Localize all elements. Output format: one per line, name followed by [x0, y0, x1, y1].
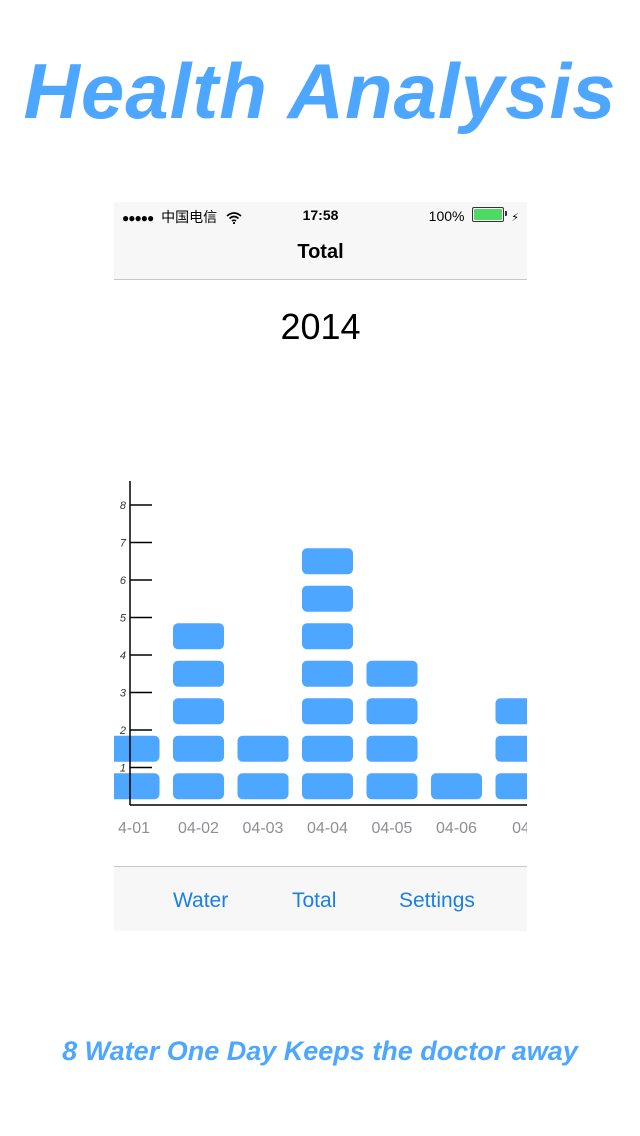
carrier-name: 中国电信	[161, 209, 218, 225]
charging-bolt-icon: ⚡	[511, 212, 519, 224]
x-tick-label-04-03: 04-03	[243, 820, 284, 837]
tab-bar: Water Total Settings	[114, 866, 527, 931]
signal-strength-icon: ●●●●●	[122, 211, 154, 225]
bar-segment-04-04-4	[302, 660, 353, 687]
bar-segment-04-02-2	[173, 735, 224, 762]
bar-segment-04-02-1	[173, 773, 224, 800]
x-tick-label-04-06: 04-06	[436, 820, 477, 837]
nav-title: Total	[297, 241, 344, 263]
bar-segment-04-04-2	[302, 735, 353, 762]
bar-segment-04-04-6	[302, 585, 353, 612]
x-tick-label-04-05: 04-05	[372, 820, 413, 837]
x-tick-label-04-01: 4-01	[118, 820, 150, 837]
y-tick-label-3: 3	[120, 688, 127, 700]
y-tick-label-8: 8	[120, 500, 127, 512]
x-tick-label-04-02: 04-02	[178, 820, 219, 837]
bar-segment-04-05-3	[366, 698, 418, 725]
bar-segment-04-02-3	[173, 698, 224, 725]
bar-segment-04-07-1	[495, 773, 527, 800]
battery-percent: 100%	[428, 208, 465, 224]
tab-settings[interactable]: Settings	[399, 889, 475, 912]
bar-segment-04-03-2	[237, 735, 289, 762]
status-bar: ●●●●● 中国电信 17:58 100% ⚡	[114, 202, 527, 230]
bar-segment-04-04-5	[302, 623, 353, 650]
bar-segment-04-04-7	[302, 548, 353, 575]
battery-icon	[472, 207, 508, 222]
phone-screen: ●●●●● 中国电信 17:58 100% ⚡ Total 2014	[114, 202, 527, 931]
y-tick-label-4: 4	[120, 650, 126, 662]
promo-tagline: 8 Water One Day Keeps the doctor away	[62, 1036, 578, 1066]
wifi-icon	[226, 211, 242, 227]
status-time: 17:58	[302, 207, 339, 223]
y-tick-label-6: 6	[120, 575, 127, 587]
tab-total[interactable]: Total	[292, 889, 337, 912]
bar-segment-04-02-5	[173, 623, 224, 650]
bar-segment-04-02-4	[173, 660, 224, 687]
bar-segment-04-05-2	[366, 735, 418, 762]
bar-segment-04-05-1	[366, 773, 418, 800]
y-tick-label-2: 2	[119, 725, 126, 737]
y-tick-label-7: 7	[120, 538, 127, 550]
bar-segment-04-01-2	[114, 735, 160, 762]
bar-segment-04-07-3	[495, 698, 527, 725]
chart-canvas: 1 2 3 4 5 6 7 8 4-01 04-02 04-03 04-04 04-05 04-06 04	[114, 481, 527, 837]
x-tick-label-04-07: 04	[512, 820, 527, 837]
tab-water[interactable]: Water	[173, 889, 229, 912]
bar-segment-04-03-1	[237, 773, 289, 800]
y-tick-label-5: 5	[120, 613, 127, 625]
y-tick-label-1: 1	[120, 763, 126, 775]
promo-title: Health Analysis	[23, 47, 617, 135]
bar-segment-04-04-3	[302, 698, 353, 725]
bar-segment-04-04-1	[302, 773, 353, 800]
bar-segment-04-06-1	[431, 773, 482, 800]
water-intake-chart[interactable]: 1 2 3 4 5 6 7 8 4-01 04-02 04-03 04-04 04-05 04-06 04	[114, 472, 527, 852]
x-tick-label-04-04: 04-04	[307, 820, 348, 837]
navigation-bar: Total	[114, 230, 527, 280]
bar-segment-04-01-1	[114, 773, 160, 800]
year-label: 2014	[280, 306, 361, 347]
bar-segment-04-07-2	[495, 735, 527, 762]
bar-segment-04-05-4	[366, 660, 418, 687]
